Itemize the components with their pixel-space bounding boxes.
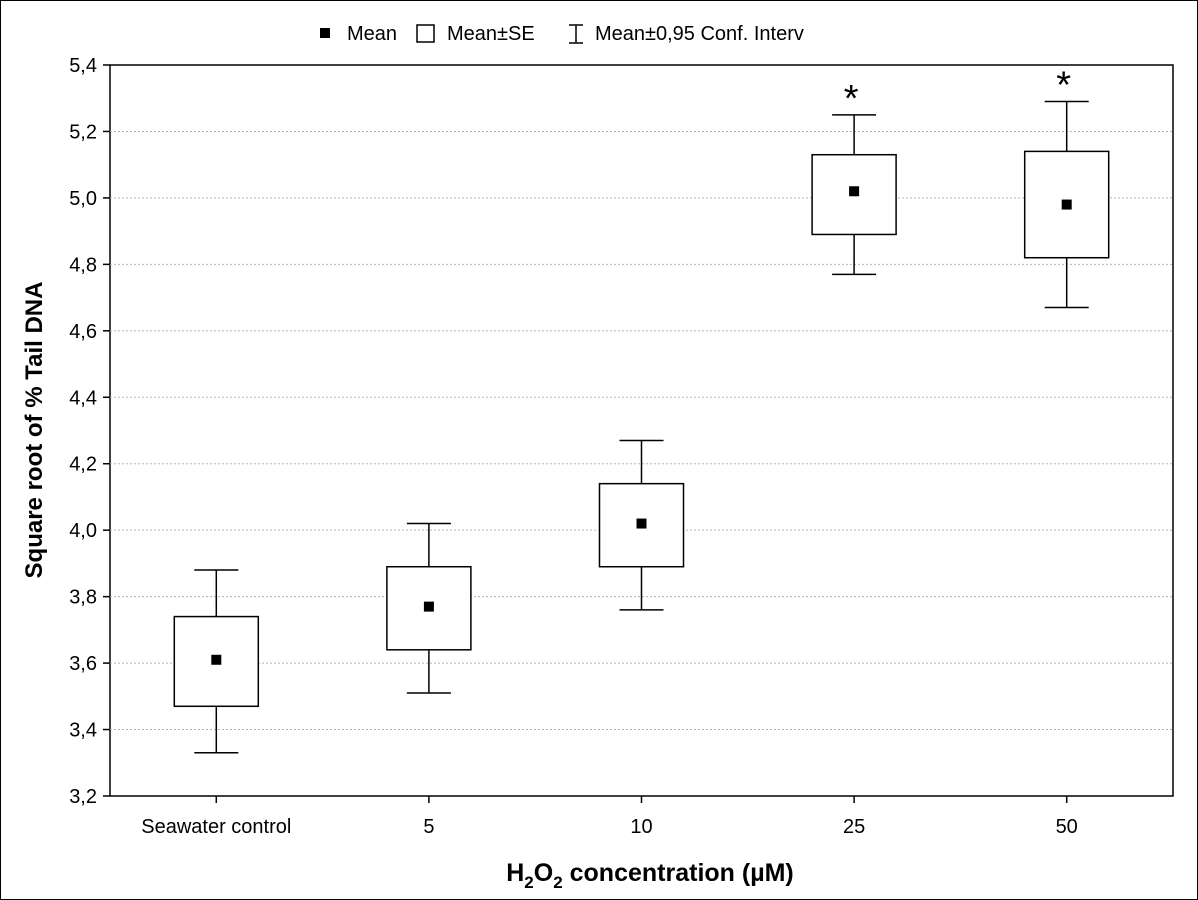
x-tick-label: 10 (630, 816, 652, 838)
x-tick-label: Seawater control (141, 816, 291, 838)
box-group: * (1023, 65, 1110, 309)
y-tick-label: 5,2 (69, 121, 97, 143)
significance-asterisk: * (844, 78, 859, 120)
box-group (598, 439, 685, 611)
box-group: * (811, 78, 897, 276)
y-tick-label: 3,4 (69, 720, 97, 742)
y-tick-label: 3,6 (69, 653, 97, 675)
y-axis-ticks: 3,2 3,4 3,6 3,8 4,0 4,2 4,4 4,6 4,8 5,0 5,2 5,4 (69, 55, 110, 808)
y-tick-label: 4,4 (69, 387, 97, 409)
boxes: * * (173, 65, 1110, 754)
significance-asterisk: * (1056, 65, 1071, 107)
x-tick-label: 5 (423, 816, 434, 838)
y-tick-label: 5,0 (69, 188, 97, 210)
legend-se-label: Mean±SE (447, 23, 535, 45)
legend: Mean Mean±SE Mean±0,95 Conf. Interv (320, 23, 804, 45)
mean-marker (1061, 199, 1072, 210)
y-tick-label: 4,0 (69, 520, 97, 542)
x-axis-ticks: Seawater control 5 10 25 50 (141, 796, 1078, 838)
legend-ci-label: Mean±0,95 Conf. Interv (595, 23, 804, 45)
mean-marker (849, 186, 860, 197)
legend-mean-marker (320, 28, 330, 38)
box-group (386, 522, 472, 694)
plot-area (109, 64, 1174, 797)
y-tick-label: 5,4 (69, 55, 97, 77)
y-tick-label: 3,2 (69, 786, 97, 808)
y-tick-label: 4,2 (69, 454, 97, 476)
mean-marker (211, 654, 222, 665)
y-axis-label: Square root of % Tail DNA (21, 282, 48, 579)
legend-mean-label: Mean (347, 23, 397, 45)
grid-lines (110, 130, 1173, 731)
mean-marker (636, 518, 647, 529)
mean-marker (423, 601, 434, 612)
x-axis-label: H2O2 concentration (µM) (506, 859, 794, 892)
legend-ci-marker (569, 24, 583, 44)
y-tick-label: 4,6 (69, 321, 97, 343)
x-tick-label: 25 (843, 816, 865, 838)
y-tick-label: 3,8 (69, 587, 97, 609)
legend-se-marker (416, 24, 435, 43)
y-tick-label: 4,8 (69, 254, 97, 276)
box-group (173, 569, 260, 754)
x-tick-label: 50 (1056, 816, 1078, 838)
